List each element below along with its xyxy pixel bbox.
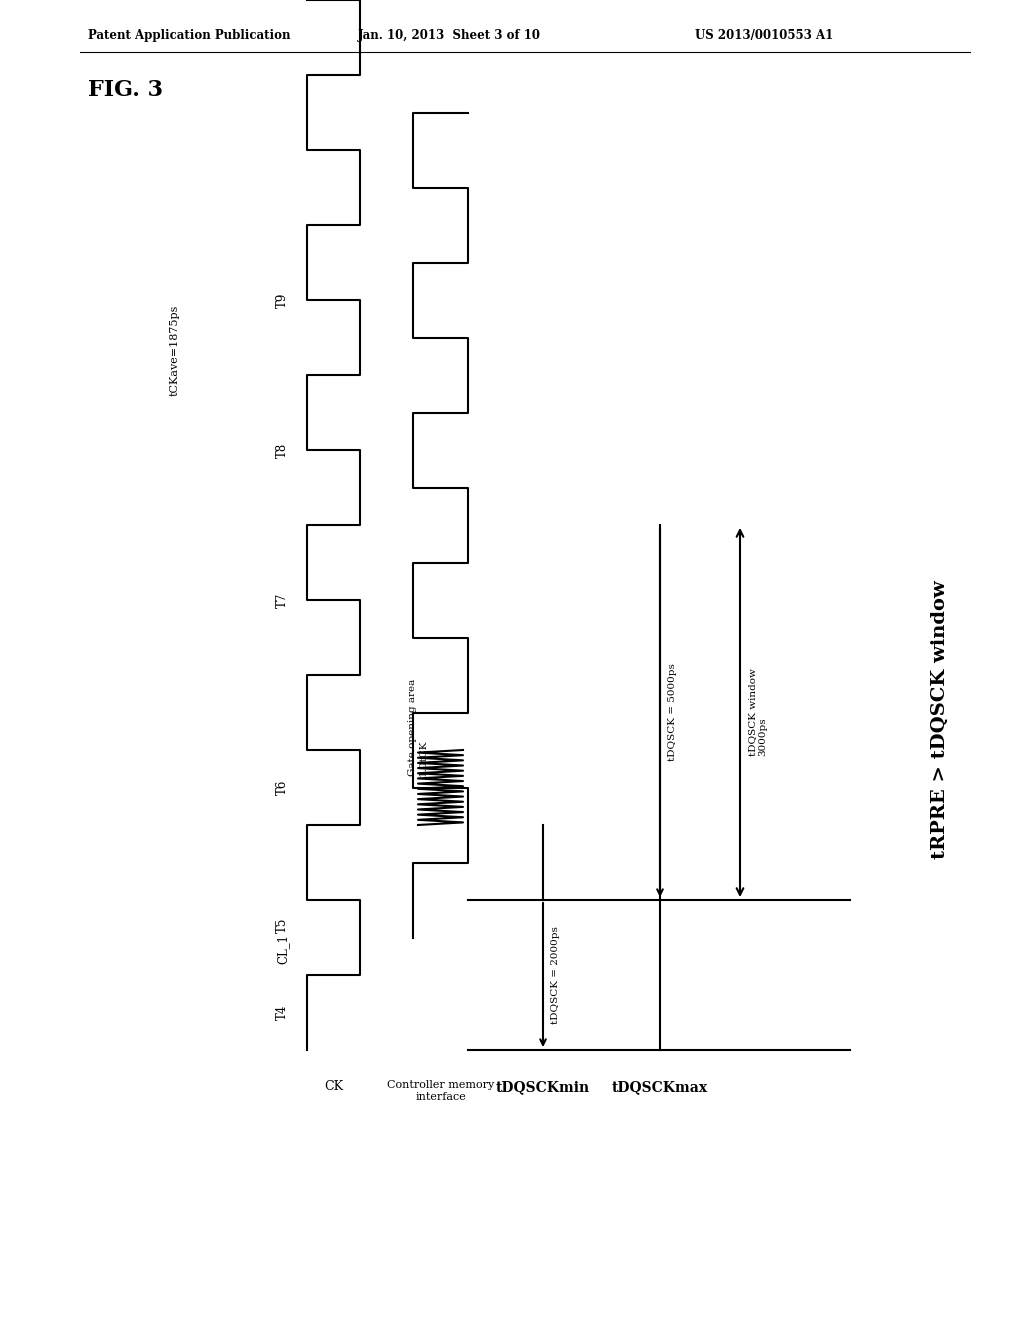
Text: FIG. 3: FIG. 3 (88, 79, 163, 102)
Text: Gate opening area
1.0tCK: Gate opening area 1.0tCK (408, 678, 427, 776)
Text: CL_1: CL_1 (276, 935, 289, 965)
Text: T7: T7 (276, 593, 289, 607)
Text: tDQSCK = 2000ps: tDQSCK = 2000ps (551, 927, 560, 1024)
Text: Controller memory
interface: Controller memory interface (387, 1080, 495, 1102)
Text: US 2013/0010553 A1: US 2013/0010553 A1 (695, 29, 834, 41)
Text: tCKave=1875ps: tCKave=1875ps (170, 305, 180, 396)
Text: Patent Application Publication: Patent Application Publication (88, 29, 291, 41)
Text: tDQSCKmax: tDQSCKmax (612, 1080, 708, 1094)
Text: tRPRE > tDQSCK window: tRPRE > tDQSCK window (931, 581, 949, 859)
Text: T9: T9 (276, 292, 289, 308)
Text: T6: T6 (276, 780, 289, 795)
Text: T4: T4 (276, 1005, 289, 1020)
Text: tDQSCK = 5000ps: tDQSCK = 5000ps (668, 664, 677, 762)
Text: tDQSCK window
3000ps: tDQSCK window 3000ps (748, 668, 767, 756)
Text: Jan. 10, 2013  Sheet 3 of 10: Jan. 10, 2013 Sheet 3 of 10 (358, 29, 541, 41)
Text: CK: CK (324, 1080, 343, 1093)
Text: T8: T8 (276, 442, 289, 458)
Text: tDQSCKmin: tDQSCKmin (496, 1080, 590, 1094)
Text: T5: T5 (276, 917, 289, 933)
